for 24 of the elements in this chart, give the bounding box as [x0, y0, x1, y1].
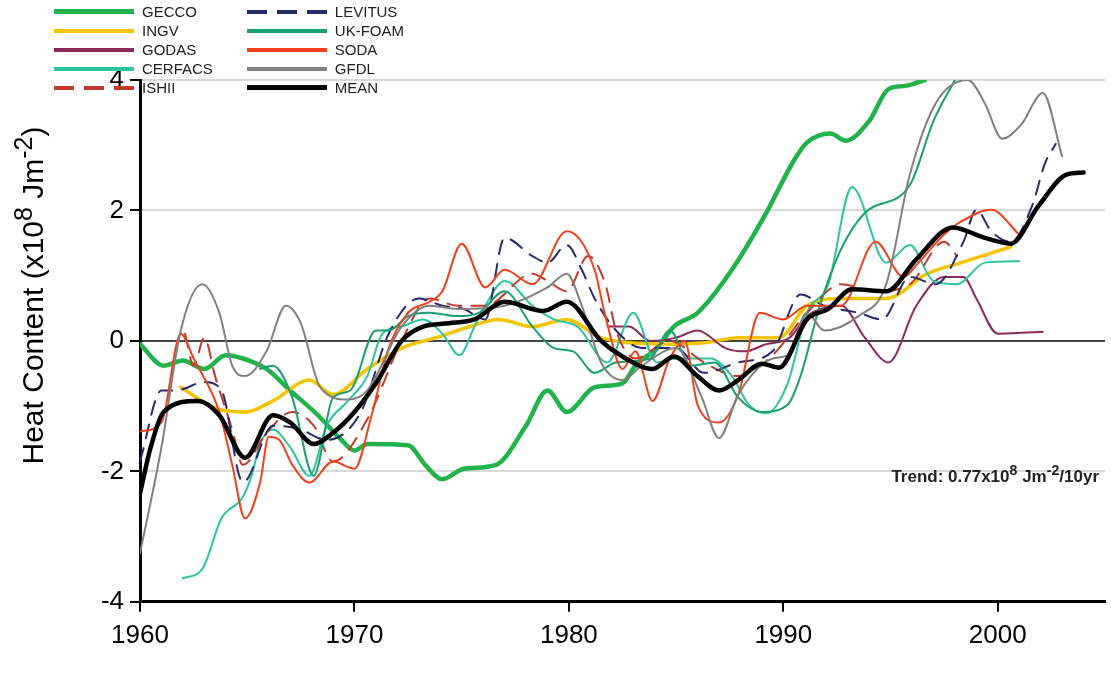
- legend-label: CERFACS: [142, 60, 213, 77]
- line-series: [184, 240, 959, 466]
- legend-label: INGV: [142, 22, 179, 39]
- x-tick-label: 1980: [539, 618, 598, 649]
- legend-label: ISHII: [142, 79, 176, 96]
- legend-label: GFDL: [334, 60, 375, 77]
- legend-label: GECCO: [142, 3, 198, 20]
- annotation: Trend: 0.77x10$^{8}$ Jm$^{-2}$/10yr: [891, 462, 1099, 487]
- x-tick-label: 2000: [968, 618, 1027, 649]
- x-tick-label: 1990: [754, 618, 813, 649]
- legend-label: MEAN: [334, 79, 379, 96]
- legend-label: LEVITUS: [334, 3, 398, 20]
- y-tick-label: -2: [100, 454, 124, 485]
- legend-label: GODAS: [142, 41, 197, 58]
- y-tick-label: -4: [100, 584, 124, 615]
- legend-label: SODA: [334, 41, 378, 58]
- line-series: [181, 185, 1021, 580]
- x-tick-label: 1970: [325, 618, 384, 649]
- line-series: [606, 275, 1044, 364]
- y-tick-label: 0: [109, 324, 124, 355]
- line-series: [140, 208, 1021, 520]
- x-tick-label: 1960: [111, 618, 169, 649]
- legend-label: UK-FOAM: [334, 22, 405, 39]
- y-tick-label: 2: [109, 193, 124, 224]
